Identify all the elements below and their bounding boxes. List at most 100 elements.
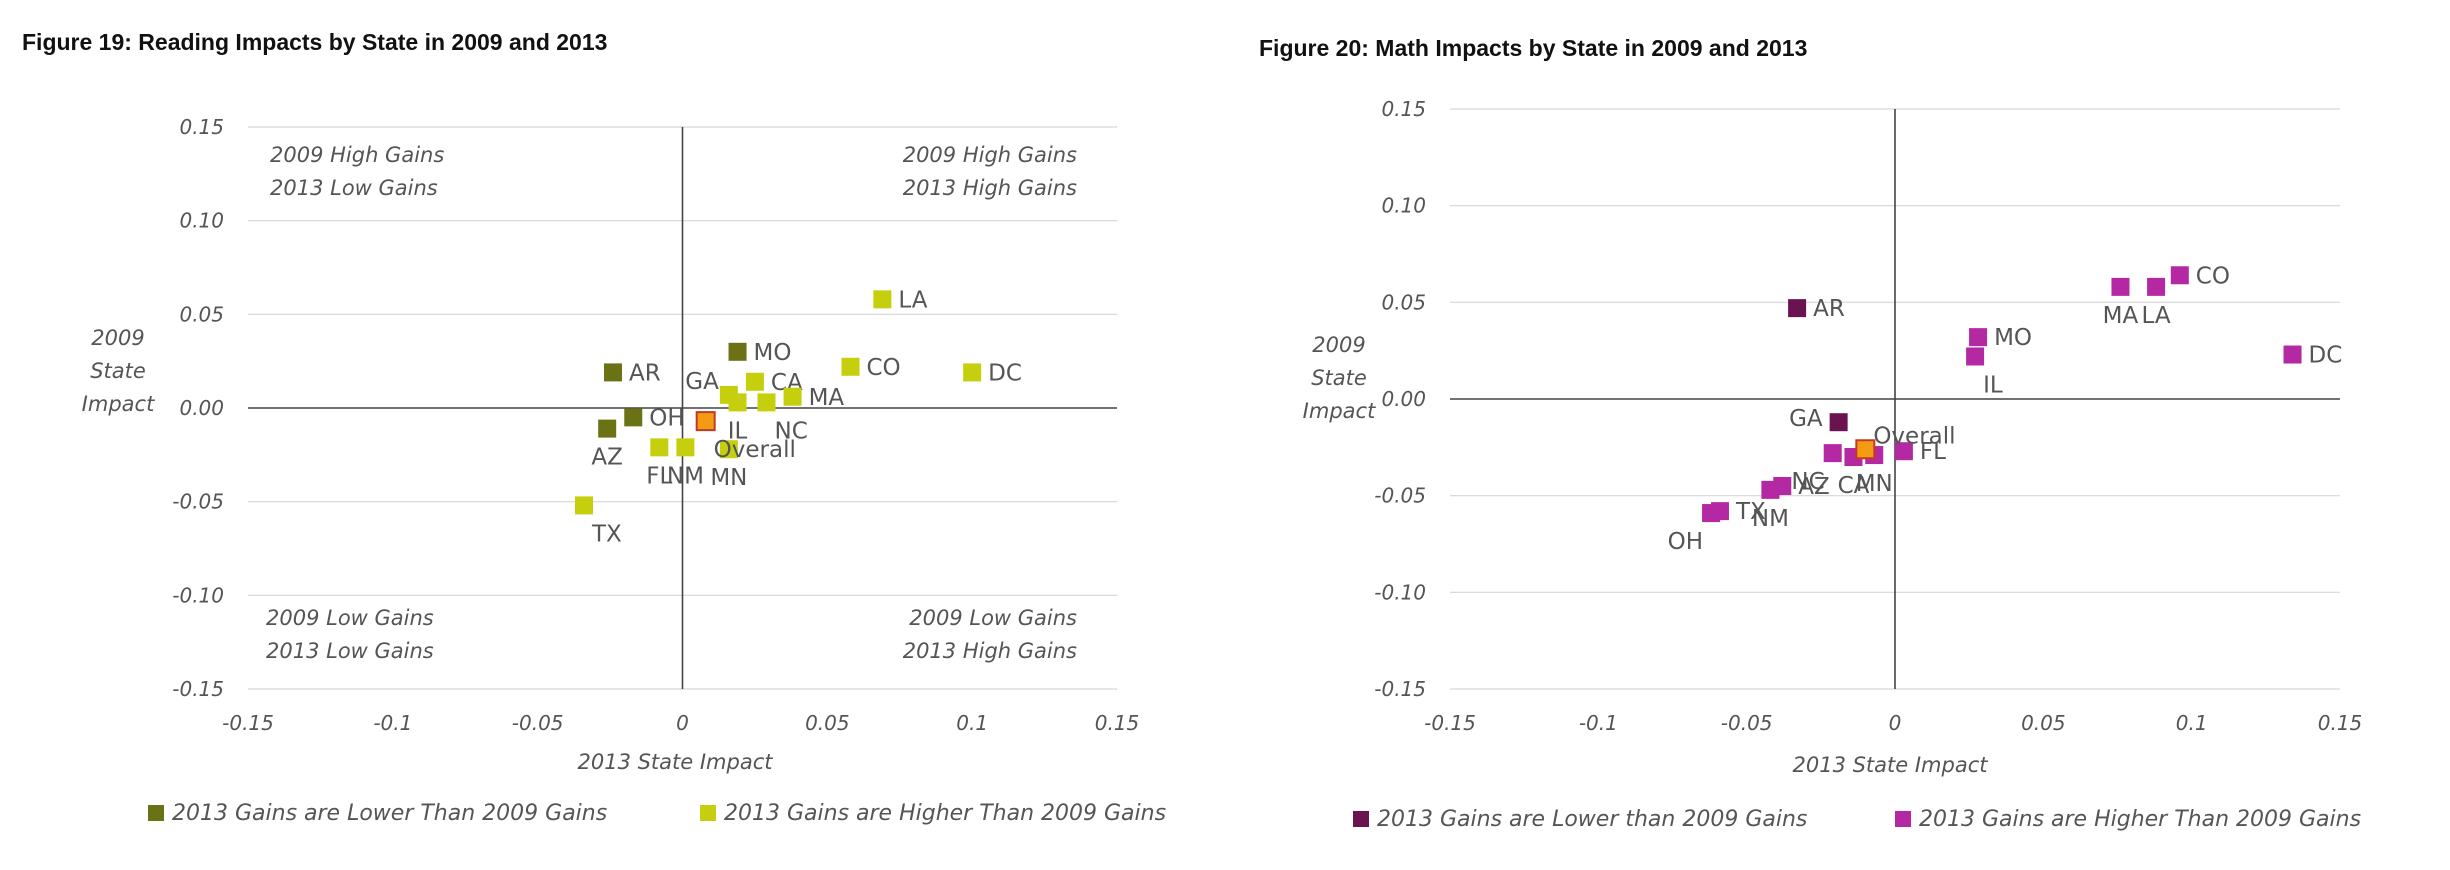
data-point	[1966, 347, 1985, 366]
point-label: NC	[1791, 469, 1824, 495]
data-point	[1894, 442, 1913, 461]
legend-label: 2013 Gains are Higher Than 2009 Gains	[1919, 807, 2361, 832]
legend-swatch	[1353, 811, 1369, 827]
data-point	[2170, 266, 2189, 285]
y-tick-label: 0.15	[1381, 97, 1426, 121]
y-axis-label: 2009	[1312, 333, 1365, 357]
point-label: AR	[1813, 296, 1845, 322]
legend-label: 2013 Gains are Higher Than 2009 Gains	[724, 801, 1166, 826]
y-tick-label: -0.10	[1374, 580, 1426, 604]
data-point	[2147, 277, 2166, 296]
data-point	[598, 419, 617, 438]
point-label: FL	[1920, 439, 1946, 465]
quadrant-label: 2009 High Gains	[270, 143, 444, 167]
data-point	[728, 342, 747, 361]
x-tick-label: 0	[676, 711, 689, 735]
y-axis-label: Impact	[82, 392, 155, 416]
y-tick-label: 0.10	[1381, 194, 1426, 218]
quadrant-label: 2009 Low Gains	[266, 606, 434, 630]
point-label: MA	[809, 385, 845, 411]
x-tick-label: -0.15	[222, 711, 274, 735]
point-label: IL	[1983, 372, 2003, 398]
data-point	[1855, 439, 1876, 460]
data-point	[650, 438, 669, 457]
point-label: LA	[2142, 303, 2171, 329]
point-label: GA	[685, 369, 719, 395]
data-point	[728, 393, 747, 412]
x-tick-label: 0.05	[2021, 711, 2066, 735]
point-label: AR	[629, 360, 661, 386]
x-tick-label: 0.05	[805, 711, 850, 735]
data-point	[1823, 444, 1842, 463]
point-label: MO	[754, 340, 792, 366]
chart-title: Figure 20: Math Impacts by State in 2009…	[1259, 35, 1808, 61]
x-tick-label: 0.1	[2176, 711, 2208, 735]
y-axis-label: 2009	[91, 326, 144, 350]
data-point	[1761, 480, 1780, 499]
x-tick-label: 0.15	[1095, 711, 1140, 735]
reading-scatter-chart: 0.150.100.050.00-0.05-0.10-0.15-0.15 -0.1…	[82, 115, 1166, 826]
point-label: NM	[667, 463, 704, 489]
data-point	[745, 372, 764, 391]
point-label: Overall	[1873, 423, 1955, 449]
x-axis-label: 2013 State Impact	[577, 750, 773, 774]
legend-label: 2013 Gains are Lower Than 2009 Gains	[172, 801, 607, 826]
quadrant-label: 2009 High Gains	[903, 143, 1077, 167]
quadrant-label: 2013 Low Gains	[270, 176, 438, 200]
y-tick-label: 0.00	[179, 396, 224, 420]
data-point	[603, 363, 622, 382]
x-axis-label: 2013 State Impact	[1792, 753, 1988, 777]
data-point	[695, 411, 716, 432]
point-label: GA	[1789, 406, 1823, 432]
data-point	[1788, 299, 1807, 318]
data-point	[1969, 328, 1988, 347]
quadrant-label: 2013 High Gains	[903, 639, 1077, 663]
y-axis-label: State	[90, 359, 146, 383]
point-label: TX	[1735, 499, 1766, 525]
quadrant-label: 2009 Low Gains	[909, 606, 1077, 630]
point-label: IL	[728, 418, 748, 444]
point-label: CA	[1838, 473, 1870, 499]
quadrant-label: 2013 High Gains	[903, 176, 1077, 200]
data-point	[757, 393, 776, 412]
x-tick-label: 0.1	[956, 711, 988, 735]
y-tick-label: 0.15	[179, 115, 224, 139]
data-point	[1829, 413, 1848, 432]
point-label: CO	[867, 355, 901, 381]
point-label: NM	[1752, 506, 1789, 532]
point-label: AZ	[591, 445, 623, 471]
point-label: NC	[775, 418, 808, 444]
x-tick-label: -0.1	[1579, 711, 1618, 735]
data-point	[963, 363, 982, 382]
x-tick-label: -0.15	[1424, 711, 1476, 735]
math-scatter-chart: 0.150.100.050.00-0.05-0.10-0.15-0.15 -0.1…	[1303, 97, 2363, 832]
data-point	[2111, 277, 2130, 296]
point-label: LA	[898, 287, 927, 313]
quadrant-label: 2013 Low Gains	[266, 639, 434, 663]
point-label: MN	[1856, 471, 1893, 497]
data-point	[1702, 504, 1721, 523]
point-label: FL	[646, 463, 672, 489]
point-label: TX	[591, 521, 622, 547]
point-label: CO	[2196, 263, 2230, 289]
y-tick-label: 0.10	[179, 209, 224, 233]
y-tick-label: -0.10	[172, 583, 224, 607]
x-tick-label: -0.05	[1721, 711, 1773, 735]
x-tick-label: -0.05	[512, 711, 564, 735]
legend-swatch	[148, 805, 164, 821]
data-point	[841, 357, 860, 376]
y-tick-label: -0.15	[172, 677, 224, 701]
y-tick-label: -0.05	[1374, 484, 1426, 508]
data-point	[719, 440, 738, 459]
reading-chart-panel: Figure 19: Reading Impacts by State in 2…	[22, 29, 1166, 826]
point-label: AZ	[1798, 474, 1830, 500]
point-label: Overall	[714, 437, 796, 463]
y-axis-label: Impact	[1303, 399, 1376, 423]
y-tick-label: -0.05	[172, 490, 224, 514]
point-label: MN	[710, 465, 747, 491]
chart-title: Figure 19: Reading Impacts by State in 2…	[22, 29, 608, 55]
x-tick-label: 0.15	[2318, 711, 2363, 735]
y-tick-label: 0.05	[1381, 290, 1426, 314]
point-label: DC	[988, 360, 1022, 386]
data-point	[783, 387, 802, 406]
